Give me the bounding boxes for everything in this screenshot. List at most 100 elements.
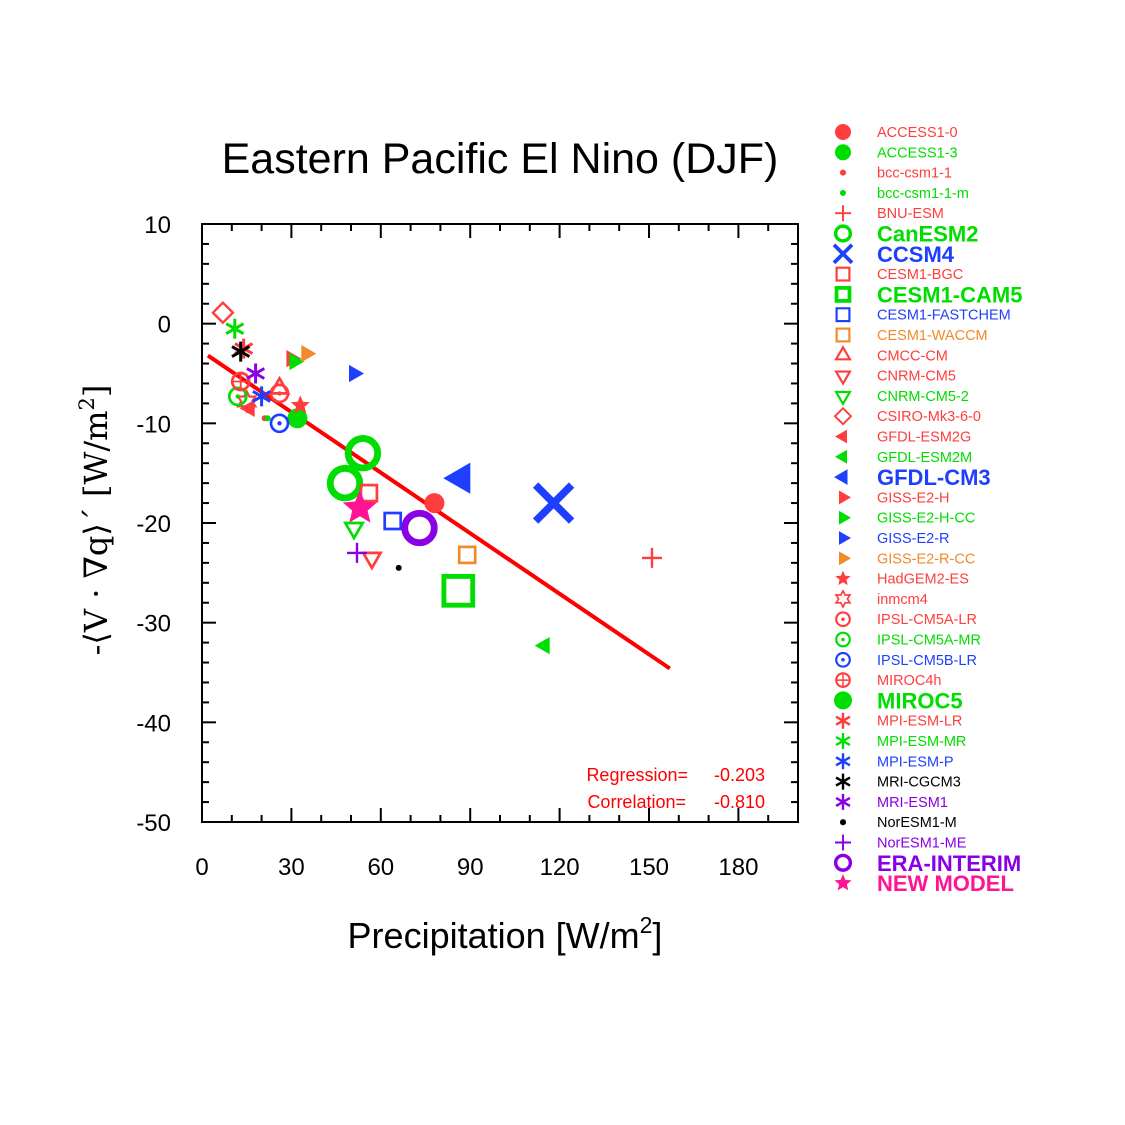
y-tick-label: -20 [136, 511, 171, 538]
chart-title: Eastern Pacific El Nino (DJF) [222, 135, 779, 183]
plot-frame [201, 223, 799, 823]
point-gfdl-cm3 [443, 462, 471, 494]
legend-marker [839, 189, 847, 196]
legend-marker [839, 510, 851, 525]
point-ipsl-cm5a-mr [227, 386, 248, 407]
legend-marker [835, 834, 851, 851]
legend-entry-cesm1-waccm: CESM1-WACCM [835, 327, 988, 344]
legend-marker [834, 370, 852, 386]
legend-entry-inmcm4: inmcm4 [834, 589, 928, 609]
legend-entry-ipsl-cm5a-lr: IPSL-CM5A-LR [835, 611, 977, 628]
point-bcc-csm1-1-m [264, 415, 271, 422]
point-giss-e2-r-cc [301, 344, 317, 363]
point-miroc4h [230, 371, 251, 392]
legend-marker [834, 874, 852, 891]
legend-label: MRI-ESM1 [877, 795, 948, 811]
legend-label: MRI-CGCM3 [877, 775, 961, 791]
point-miroc5 [344, 435, 382, 472]
legend-label: CESM1-FASTCHEM [877, 308, 1011, 324]
legend-label: MPI-ESM-LR [877, 714, 962, 730]
legend-entry-noresm1-m: NorESM1-M [839, 815, 957, 831]
legend: ACCESS1-0 ACCESS1-3 bcc-csm1-1 bcc-csm1-1-m… [832, 124, 1022, 896]
legend-entry-noresm1-me: NorESM1-ME [835, 834, 967, 852]
legend-marker [839, 531, 851, 545]
x-tick-label: 90 [457, 854, 484, 881]
x-axis-label: Precipitation [W/m2] [348, 912, 663, 956]
legend-entry-giss-e2-r-cc: GISS-E2-R-CC [839, 551, 975, 567]
legend-label: CESM1-WACCM [877, 328, 988, 344]
y-tick-label: 10 [144, 212, 171, 239]
x-tick-label: 0 [195, 854, 208, 881]
legend-marker [835, 449, 847, 464]
point-canesm2 [326, 464, 364, 502]
point-access1-3 [287, 408, 308, 429]
legend-entry-cesm1-cam5: CESM1-CAM5 [834, 282, 1022, 307]
point-mpi-esm-p [252, 386, 272, 407]
legend-entry-access1-3: ACCESS1-3 [835, 144, 958, 161]
legend-marker [835, 672, 851, 688]
point-giss-e2-r [349, 364, 364, 383]
legend-entry-bcc-csm1-1-m: bcc-csm1-1-m [839, 186, 969, 202]
legend-label: CSIRO-Mk3-6-0 [877, 409, 981, 425]
legend-marker [835, 429, 847, 444]
legend-entry-mpi-esm-mr: MPI-ESM-MR [835, 733, 966, 750]
legend-entry-gfdl-esm2g: GFDL-ESM2G [835, 430, 971, 446]
legend-label: NorESM1-M [877, 815, 957, 831]
legend-entry-era-interim: ERA-INTERIM [833, 851, 1021, 876]
legend-marker [835, 307, 851, 323]
legend-entry-hadgem2-es: HadGEM2-ES [835, 570, 969, 588]
legend-label: GISS-E2-H-CC [877, 511, 975, 527]
legend-entry-cnrm-cm5-2: CNRM-CM5-2 [834, 389, 969, 407]
point-mri-cgcm3 [231, 341, 251, 362]
legend-label: GFDL-CM3 [877, 465, 991, 490]
legend-marker [834, 345, 852, 361]
legend-marker [835, 753, 851, 770]
legend-entry-cmcc-cm: CMCC-CM [834, 345, 948, 364]
legend-entry-miroc5: MIROC5 [834, 688, 963, 713]
point-era-interim [401, 509, 438, 547]
legend-label: bcc-csm1-1-m [877, 186, 969, 202]
legend-marker [835, 570, 851, 586]
point-ipsl-cm5b-lr [269, 413, 290, 434]
legend-marker [833, 224, 853, 243]
point-access1-0 [424, 493, 445, 514]
point-cnrm-cm5-2 [343, 521, 365, 541]
point-cnrm-cm5 [360, 551, 383, 571]
y-tick-label: -40 [136, 710, 171, 737]
correlation-label: Correlation= [587, 792, 686, 812]
legend-label: ACCESS1-3 [877, 145, 958, 161]
regression-line [206, 353, 671, 671]
legend-entry-cesm1-fastchem: CESM1-FASTCHEM [835, 307, 1011, 324]
y-tick-label: 0 [158, 312, 171, 339]
legend-entry-ccsm4: CCSM4 [832, 242, 955, 267]
legend-entry-mri-esm1: MRI-ESM1 [835, 793, 948, 811]
legend-label: ERA-INTERIM [877, 851, 1021, 876]
legend-marker [839, 819, 847, 826]
x-tick-label: 120 [540, 854, 580, 881]
x-tick-label: 30 [278, 854, 305, 881]
y-tick-label: -50 [136, 810, 171, 837]
legend-marker [835, 733, 851, 749]
legend-label: MPI-ESM-MR [877, 734, 966, 750]
point-hadgem2-es [290, 395, 310, 414]
legend-marker [834, 469, 848, 485]
legend-marker [834, 390, 852, 407]
regression-value: -0.203 [714, 765, 765, 785]
legend-marker [834, 691, 852, 710]
legend-label: MIROC5 [877, 688, 963, 713]
legend-label: IPSL-CM5A-LR [877, 612, 977, 628]
legend-entry-new-model: NEW MODEL [834, 871, 1014, 896]
legend-marker [839, 551, 851, 566]
legend-entry-cnrm-cm5: CNRM-CM5 [834, 369, 956, 386]
legend-label: CMCC-CM [877, 348, 948, 364]
regression-label: Regression= [586, 765, 688, 785]
point-cesm1-waccm [457, 545, 477, 565]
legend-label: ACCESS1-0 [877, 125, 958, 141]
legend-label: MIROC4h [877, 673, 941, 689]
legend-marker [835, 611, 851, 628]
legend-label: CNRM-CM5-2 [877, 389, 969, 405]
legend-marker [835, 144, 851, 161]
legend-label: GFDL-ESM2M [877, 450, 972, 466]
legend-entry-mri-cgcm3: MRI-CGCM3 [835, 773, 961, 791]
